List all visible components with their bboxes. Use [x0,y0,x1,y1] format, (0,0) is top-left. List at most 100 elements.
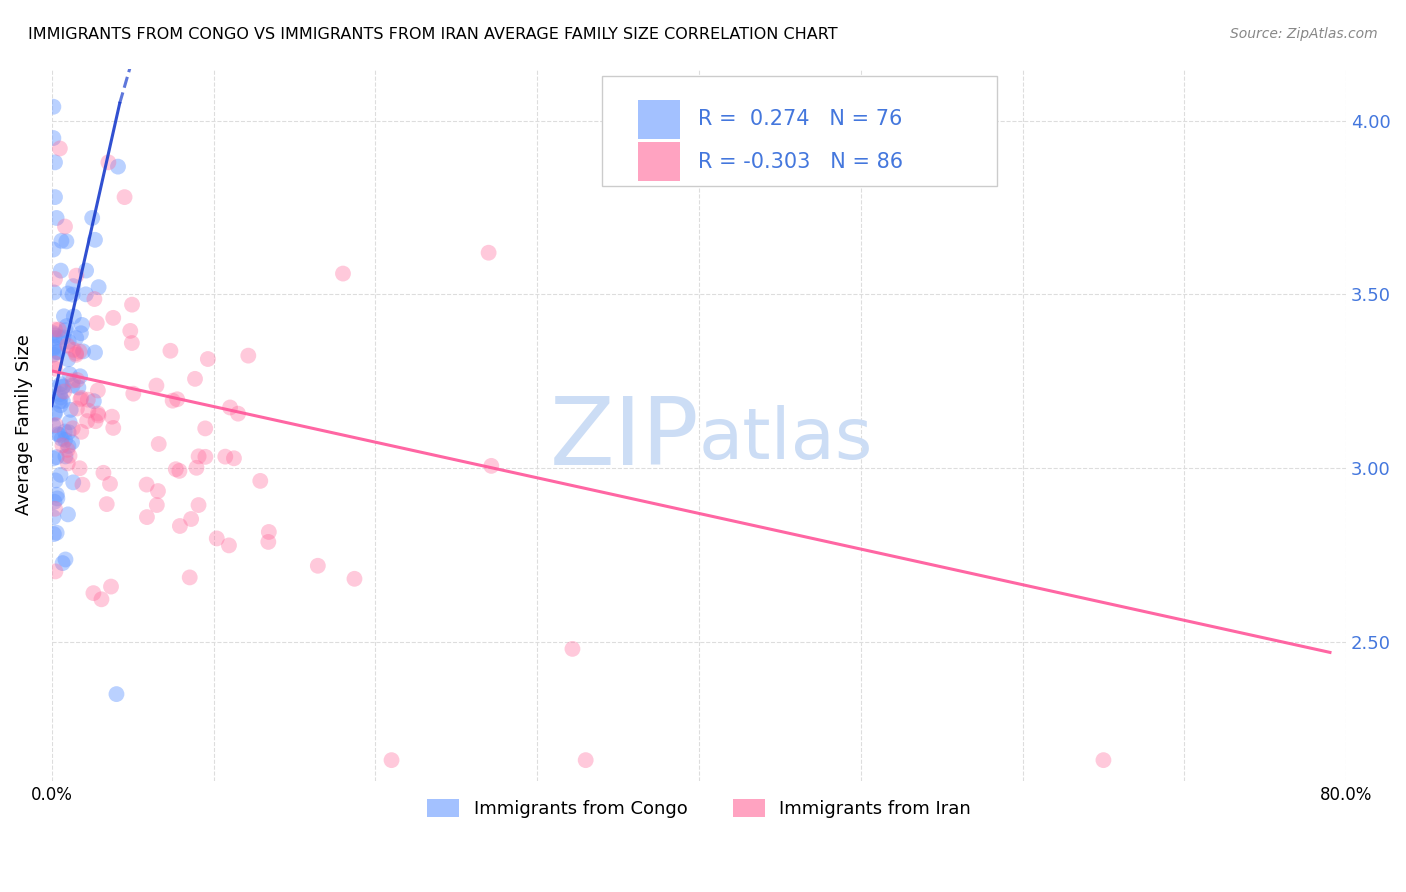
Point [44,331,66,345]
Point [72,344,94,359]
Point [49,467,72,482]
Point [62,378,84,392]
Point [44,340,66,354]
Point [52,556,75,570]
Point [51,438,73,452]
Point [44,341,66,355]
Point [65,268,87,283]
Point [194,450,217,464]
Point [42,418,65,433]
Point [53,425,76,439]
Point [42,326,65,341]
Point [58,334,80,349]
Point [69,369,91,384]
Point [42,131,65,145]
Point [49,377,72,392]
Point [62,421,84,435]
Point [66,401,89,416]
Point [59,367,82,381]
Point [45,474,67,488]
Point [45,525,67,540]
Point [58,415,80,429]
Point [45,418,67,433]
Point [44,190,66,204]
Text: R =  0.274   N = 76: R = 0.274 N = 76 [697,110,903,129]
Point [162,393,184,408]
Point [52,380,75,394]
Point [226,407,249,421]
Point [343,572,366,586]
Point [187,498,209,512]
Point [84,233,107,247]
Point [122,386,145,401]
Point [90,592,112,607]
Point [84,345,107,359]
Point [561,641,583,656]
Point [62,374,84,388]
Point [55,450,77,464]
Legend: Immigrants from Congo, Immigrants from Iran: Immigrants from Congo, Immigrants from I… [419,791,979,825]
Point [82,211,104,225]
Point [332,267,354,281]
Point [219,401,242,415]
Point [48,330,70,344]
Point [87,280,110,294]
Y-axis label: Average Family Size: Average Family Size [15,334,32,516]
Point [58,425,80,440]
Point [56,508,79,522]
Point [44,356,66,370]
Point [49,428,72,442]
Point [307,558,329,573]
Point [166,392,188,407]
Point [53,433,76,447]
Point [46,491,69,506]
Point [42,348,65,362]
Point [55,235,77,249]
Point [46,427,69,442]
Point [65,348,87,362]
Point [135,477,157,491]
Point [83,292,105,306]
Point [49,398,72,412]
Point [180,512,202,526]
Text: R = -0.303   N = 86: R = -0.303 N = 86 [697,152,903,171]
Point [60,435,83,450]
Point [42,381,65,395]
Point [148,437,170,451]
Point [82,586,104,600]
Point [257,535,280,549]
Point [44,155,66,169]
Point [70,318,93,332]
Point [145,378,167,392]
Point [55,552,77,566]
Point [478,245,501,260]
Point [98,476,121,491]
Point [45,488,67,502]
Text: Source: ZipAtlas.com: Source: ZipAtlas.com [1230,27,1378,41]
Point [218,538,240,552]
Point [100,580,122,594]
Point [55,323,77,337]
Point [103,310,125,325]
Point [121,298,143,312]
Point [63,310,86,324]
Point [48,322,70,336]
Point [52,379,75,393]
FancyBboxPatch shape [602,76,997,186]
Point [44,406,66,420]
Point [121,336,143,351]
Point [87,384,110,398]
Point [159,343,181,358]
Point [146,498,169,512]
Point [56,319,79,334]
Point [96,497,118,511]
Point [222,451,245,466]
Point [205,532,228,546]
Point [53,384,76,399]
Point [93,466,115,480]
Point [72,477,94,491]
Point [65,346,87,360]
Point [66,373,89,387]
Point [105,687,128,701]
Point [114,190,136,204]
